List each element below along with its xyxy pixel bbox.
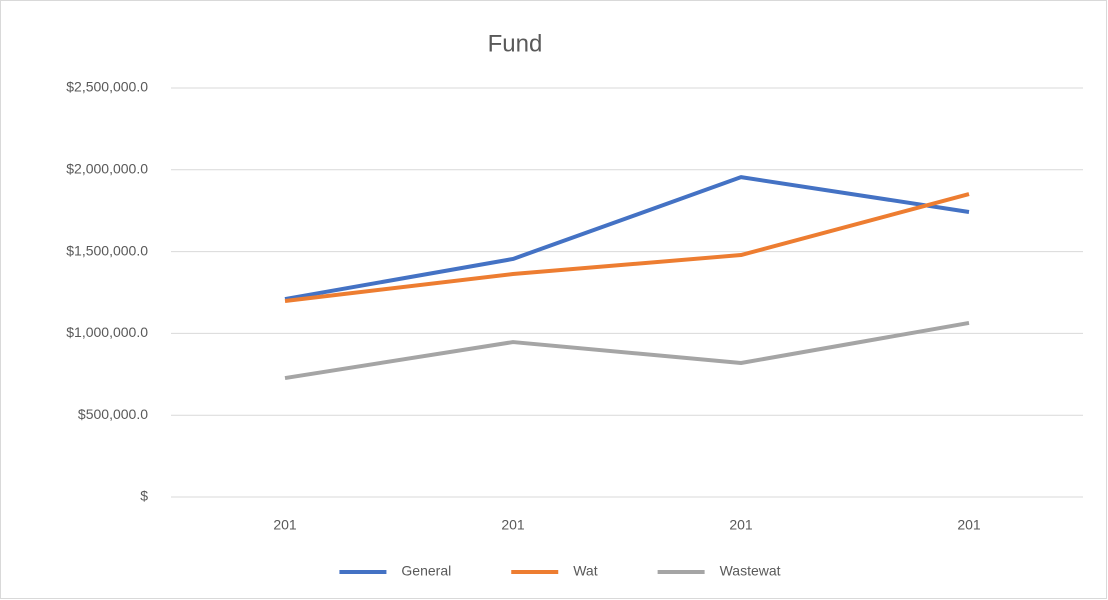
legend-label: Wat <box>573 563 597 579</box>
x-tick-label: 201 <box>957 517 981 533</box>
y-tick-label: $1,000,000.0 <box>66 324 148 340</box>
y-tick-label: $2,000,000.0 <box>66 161 148 177</box>
x-tick-label: 201 <box>729 517 753 533</box>
chart-title: Fund <box>488 30 543 57</box>
y-tick-label: $2,500,000.0 <box>66 79 148 95</box>
y-tick-label: $1,500,000.0 <box>66 242 148 258</box>
series-line <box>284 192 970 303</box>
x-tick-label: 201 <box>273 517 297 533</box>
series-line <box>284 175 970 302</box>
x-tick-label: 201 <box>501 517 525 533</box>
y-tick-label: $ <box>140 488 148 504</box>
legend-label: General <box>401 563 451 579</box>
y-tick-label: $500,000.0 <box>78 406 148 422</box>
legend-label: Wastewat <box>720 563 781 579</box>
series-line <box>284 320 970 381</box>
